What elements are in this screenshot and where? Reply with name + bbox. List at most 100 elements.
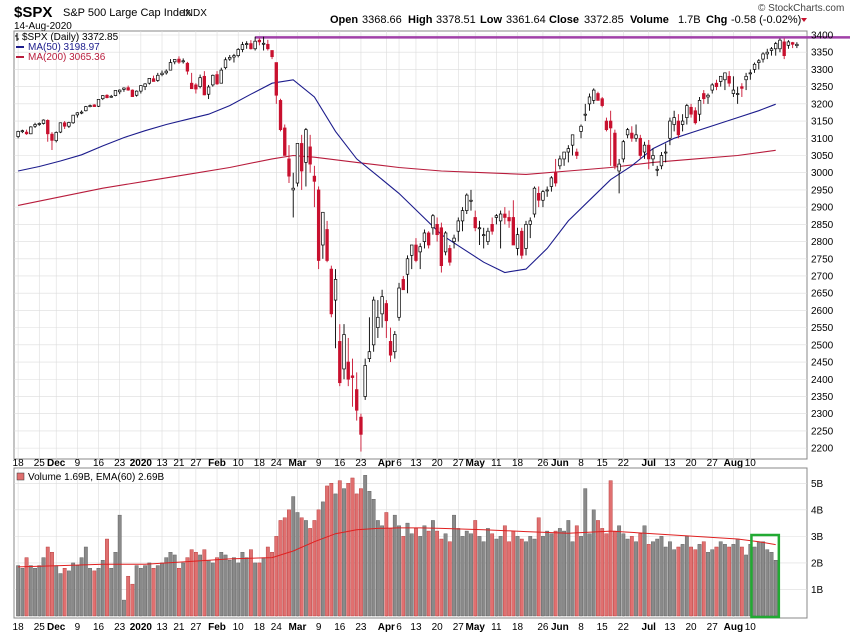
volume-bar <box>541 536 545 617</box>
candle-body <box>198 77 202 87</box>
candle <box>261 36 266 51</box>
candle <box>304 127 308 187</box>
volume-bar <box>638 533 643 617</box>
candle-body <box>63 122 67 127</box>
volume-bar <box>663 546 668 617</box>
date-tick-label: 27 <box>453 458 465 469</box>
candle <box>790 41 795 49</box>
price-axis-labels: 2200 2250 2300 2350 2400 2450 2500 2550 2600 2650… <box>811 31 834 455</box>
volume-ema-group <box>18 527 776 568</box>
volume-bar <box>244 557 249 617</box>
candle <box>67 121 71 128</box>
volume-bar <box>37 565 42 617</box>
candle <box>139 85 143 94</box>
candle <box>24 129 29 135</box>
volume-bar <box>249 549 253 617</box>
candle <box>524 220 528 256</box>
candle-body <box>515 234 520 249</box>
candle <box>185 61 190 75</box>
candle-body <box>371 299 376 346</box>
volume-bar <box>62 568 67 617</box>
candle <box>177 56 181 64</box>
volume-bar <box>164 557 169 617</box>
candle-body <box>388 341 393 356</box>
candle <box>325 220 329 263</box>
date-tick-label: 13 <box>410 622 422 633</box>
volume-bar <box>54 565 59 617</box>
candle <box>621 140 626 163</box>
candle-body <box>545 189 549 192</box>
candle <box>596 91 600 101</box>
candle <box>515 227 520 256</box>
candle <box>92 104 96 107</box>
candle-body <box>223 59 228 69</box>
date-tick-label: 18 <box>254 622 266 633</box>
volume-bar <box>464 530 469 617</box>
candle <box>156 72 160 82</box>
candle <box>710 83 714 94</box>
candle <box>592 88 596 104</box>
volume-bar <box>79 557 84 617</box>
volume-bar <box>756 541 761 617</box>
date-tick-label: 16 <box>93 458 105 469</box>
candle <box>765 48 769 60</box>
candle-body <box>482 234 486 237</box>
date-tick-label: 8 <box>578 622 584 633</box>
volume-bar <box>147 562 152 617</box>
volume-bar <box>253 562 258 617</box>
volume-bar <box>452 514 456 617</box>
candle-body <box>177 58 181 63</box>
volume-bar <box>418 536 423 617</box>
price-tick-label: 2700 <box>811 271 834 282</box>
date-tick-label: 9 <box>75 622 81 633</box>
volume-bar <box>744 554 748 617</box>
volume-bar <box>477 536 482 617</box>
candle <box>494 214 499 225</box>
candle-body <box>185 62 190 72</box>
price-tick-label: 3100 <box>811 134 834 145</box>
volume-bar <box>50 552 54 617</box>
candle <box>714 79 719 91</box>
volume-bar <box>291 496 296 617</box>
volume-bar <box>651 541 655 617</box>
volume-bar <box>553 530 558 617</box>
volume-bar <box>604 533 609 617</box>
volume-bar <box>138 568 143 617</box>
candle-body <box>710 84 714 91</box>
volume-bar <box>549 533 554 617</box>
candle <box>84 105 88 112</box>
candle <box>29 126 33 135</box>
volume-bar <box>96 568 101 617</box>
date-tick-label: 16 <box>93 622 105 633</box>
volume-bar <box>469 533 473 617</box>
candle-body <box>253 40 257 50</box>
volume-bar <box>33 568 37 617</box>
date-tick-label: 24 <box>271 622 283 633</box>
candle-body <box>329 268 333 315</box>
candle-body <box>75 112 80 116</box>
candle <box>439 222 444 273</box>
date-tick-label: May <box>465 622 485 633</box>
price-legend: $SPX (Daily) 3372.85 MA(50) 3198.97 MA(2… <box>15 32 119 63</box>
candle <box>427 231 431 249</box>
volume-bar <box>701 541 706 617</box>
ma50-line-group <box>17 79 776 274</box>
candle <box>219 67 223 84</box>
price-tick-label: 2950 <box>811 185 834 196</box>
volume-bar <box>346 483 351 617</box>
candle <box>58 122 63 134</box>
candle <box>393 331 397 359</box>
date-tick-label: 27 <box>707 458 719 469</box>
volume-bar <box>447 541 452 617</box>
candle-body <box>672 117 676 125</box>
date-tick-label: 21 <box>173 458 185 469</box>
date-tick-label: 25 <box>34 622 46 633</box>
candle-body <box>206 86 211 95</box>
candles <box>16 36 799 452</box>
volume-bar <box>693 549 698 617</box>
candle-body <box>617 163 621 172</box>
candle-body <box>236 49 240 57</box>
candle-body <box>592 89 596 101</box>
candle-body <box>338 341 342 384</box>
date-tick-label: 9 <box>316 458 322 469</box>
